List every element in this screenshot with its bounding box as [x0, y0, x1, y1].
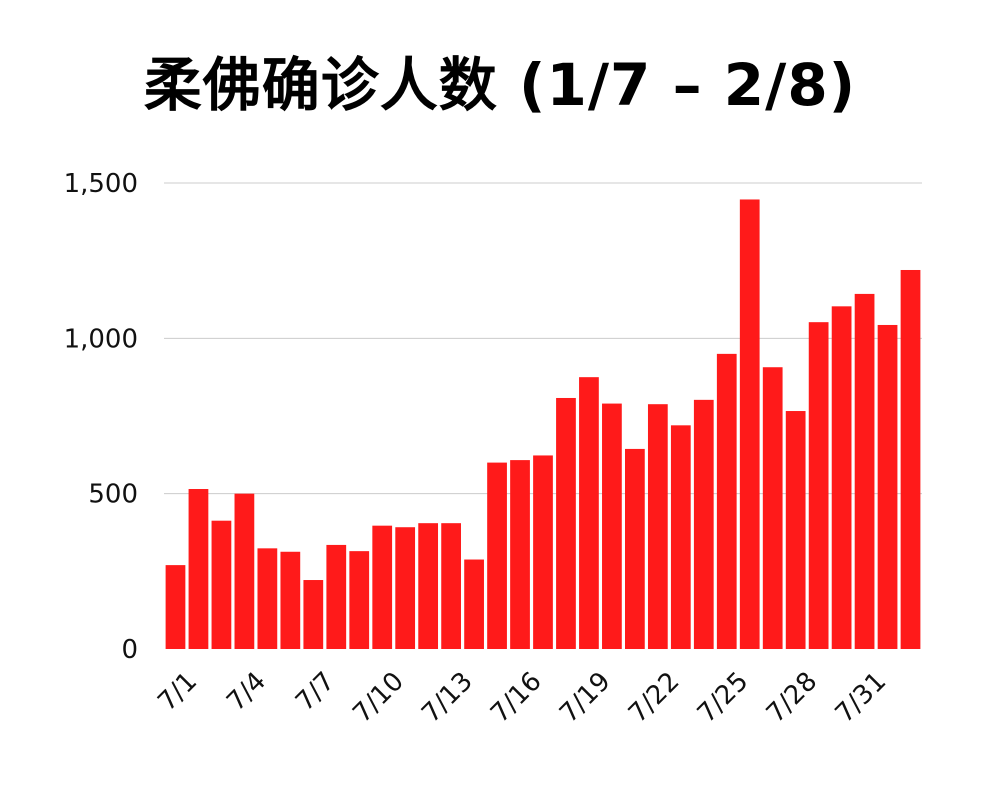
- bar: [441, 523, 461, 649]
- bar: [762, 367, 783, 649]
- x-tick-label: 7/25: [692, 666, 755, 729]
- bar: [349, 551, 370, 649]
- x-tick-label: 7/28: [761, 666, 824, 729]
- bar: [234, 493, 255, 649]
- bar: [670, 425, 691, 649]
- bar: [877, 324, 898, 649]
- bar: [647, 404, 668, 649]
- x-tick-label: 7/19: [554, 666, 617, 729]
- bar: [831, 306, 852, 649]
- bar: [625, 448, 645, 649]
- grid-lines: [164, 182, 922, 495]
- bar: [188, 489, 209, 649]
- bar: [785, 411, 806, 649]
- bar: [211, 520, 232, 649]
- bar: [533, 455, 553, 649]
- bar: [372, 525, 393, 649]
- bar: [280, 551, 301, 649]
- bar: [395, 527, 416, 649]
- x-tick-label: 7/22: [623, 666, 686, 729]
- bar: [556, 397, 576, 649]
- bar: [510, 460, 530, 649]
- y-tick-label: 500: [88, 480, 138, 510]
- bar: [602, 403, 622, 649]
- x-axis-ticks: 7/1 7/4 7/7 7/10 7/13 7/16 7/19 7/22 7/25 7/28 7/3…: [152, 666, 892, 729]
- x-tick-label: 7/10: [347, 666, 410, 729]
- bar: [900, 269, 921, 649]
- bar: [257, 548, 278, 649]
- y-tick-label: 0: [121, 635, 138, 665]
- chart-title: 柔佛确诊人数 (1/7 – 2/8): [143, 51, 857, 119]
- bar: [716, 353, 737, 649]
- y-axis-ticks: 0 500 1,000 1,500: [64, 169, 138, 665]
- bar: [693, 399, 714, 649]
- bar: [418, 523, 439, 649]
- bar: [739, 199, 760, 649]
- x-tick-label: 7/4: [221, 666, 272, 717]
- bar: [487, 462, 507, 649]
- bar: [464, 559, 484, 649]
- bar: [579, 377, 599, 649]
- bar: [854, 293, 875, 649]
- y-tick-label: 1,000: [64, 324, 138, 354]
- bar: [303, 580, 324, 649]
- x-tick-label: 7/7: [290, 666, 341, 717]
- bar: [808, 322, 829, 649]
- bar: [326, 544, 347, 649]
- bar: [165, 565, 186, 649]
- x-tick-label: 7/13: [416, 666, 479, 729]
- x-tick-label: 7/31: [830, 666, 893, 729]
- x-tick-label: 7/16: [485, 666, 548, 729]
- y-tick-label: 1,500: [64, 169, 138, 199]
- x-tick-label: 7/1: [152, 666, 203, 717]
- bars: [165, 199, 921, 649]
